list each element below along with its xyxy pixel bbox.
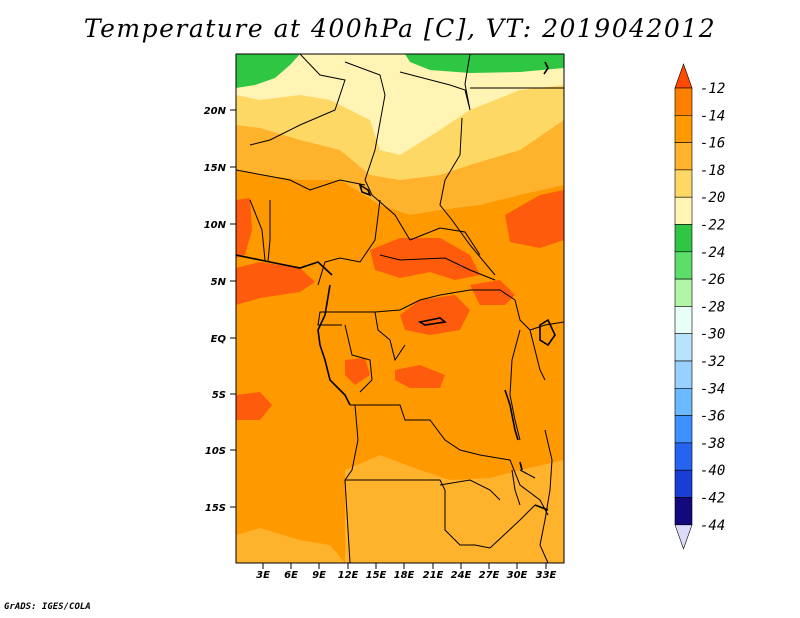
lat-tick-label: 15S — [205, 503, 226, 514]
hotspot-atlantic — [236, 392, 272, 420]
lon-tick-label: 9E — [312, 570, 326, 581]
lat-tick-label: 10N — [204, 220, 227, 231]
colorbar-max-triangle — [674, 63, 693, 89]
lat-axis: 20N 15N 10N 5N EQ 5S 10S 15S — [204, 106, 236, 514]
lon-tick-label: 18E — [394, 570, 415, 581]
field-light-orange-south — [345, 455, 564, 563]
lat-tick-label: 20N — [204, 106, 227, 117]
colorbar-label: -12 — [700, 81, 725, 97]
colorbar-swatch — [674, 306, 693, 334]
colorbar-label: -40 — [700, 463, 725, 479]
lon-tick-label: 21E — [423, 570, 444, 581]
colorbar-label: -24 — [700, 245, 725, 261]
lon-tick-label: 24E — [451, 570, 472, 581]
lon-tick-label: 3E — [256, 570, 270, 581]
colorbar-swatch — [674, 469, 693, 498]
hotspot-gulf-coast — [236, 198, 252, 258]
colorbar-swatch — [674, 333, 693, 362]
colorbar-label: -38 — [700, 436, 725, 452]
colorbar-swatch — [674, 442, 693, 471]
lat-tick-label: 10S — [205, 446, 226, 457]
lon-tick-label: 27E — [479, 570, 500, 581]
colorbar-min-triangle — [674, 524, 693, 550]
coastlines-lakes — [236, 61, 556, 511]
colorbar-swatch — [674, 278, 693, 307]
hotspot-congo — [395, 365, 445, 388]
lat-tick-label: 15N — [204, 163, 227, 174]
hotspot-west-africa — [236, 262, 315, 305]
credit-text: GrADS: IGES/COLA — [4, 602, 91, 612]
colorbar-swatch — [674, 142, 693, 171]
colorbar-label: -18 — [700, 163, 725, 179]
lon-tick-label: 30E — [507, 570, 528, 581]
lon-tick-label: 33E — [536, 570, 557, 581]
lon-tick-label: 12E — [338, 570, 359, 581]
hotspot-central-2 — [400, 295, 470, 335]
colorbar: -12 -14 -16 -18 -20 -22 -24 -26 -28 -30 -32 -34 -36 -… — [674, 63, 725, 550]
colorbar-label: -32 — [700, 354, 725, 370]
colorbar-swatch — [674, 196, 693, 225]
colorbar-swatch — [674, 87, 693, 116]
lon-tick-label: 6E — [284, 570, 298, 581]
lat-tick-label: 5S — [212, 390, 226, 401]
colorbar-label: -34 — [700, 381, 725, 397]
field-light-orange-southwest — [236, 528, 345, 563]
colorbar-label: -14 — [700, 108, 725, 124]
lon-axis: 3E 6E 9E 12E 15E 18E 21E 24E 27E 30E 33E — [256, 563, 557, 581]
map-frame — [235, 53, 565, 564]
field-green-ne — [405, 54, 564, 73]
colorbar-label: -44 — [700, 518, 725, 534]
lon-tick-label: 15E — [366, 570, 387, 581]
colorbar-swatch — [674, 115, 693, 143]
colorbar-label: -22 — [700, 218, 725, 234]
colorbar-label: -36 — [700, 409, 725, 425]
hotspot-northeast — [505, 190, 564, 248]
chart-title: Temperature at 400hPa [C], VT: 201904201… — [83, 14, 717, 43]
colorbar-label: -16 — [700, 136, 725, 152]
country-borders — [236, 54, 564, 563]
colorbar-label: -28 — [700, 299, 725, 315]
colorbar-swatch — [674, 360, 693, 389]
colorbar-label: -20 — [700, 190, 725, 206]
colorbar-swatch — [674, 415, 693, 444]
field-pale-north — [236, 54, 564, 155]
colorbar-swatch — [674, 251, 693, 280]
field-green-nw — [236, 54, 300, 88]
colorbar-label: -42 — [700, 491, 725, 507]
hotspot-east — [470, 280, 515, 305]
colorbar-swatch — [674, 497, 693, 526]
lat-tick-label: 5N — [211, 277, 227, 288]
colorbar-swatch — [674, 387, 693, 416]
colorbar-swatch — [674, 169, 693, 198]
temperature-field — [236, 54, 564, 563]
colorbar-label: -30 — [700, 327, 725, 343]
lat-tick-label: EQ — [211, 334, 227, 345]
colorbar-swatch — [674, 224, 693, 253]
hotspot-gabon — [345, 358, 370, 385]
colorbar-label: -26 — [700, 272, 725, 288]
